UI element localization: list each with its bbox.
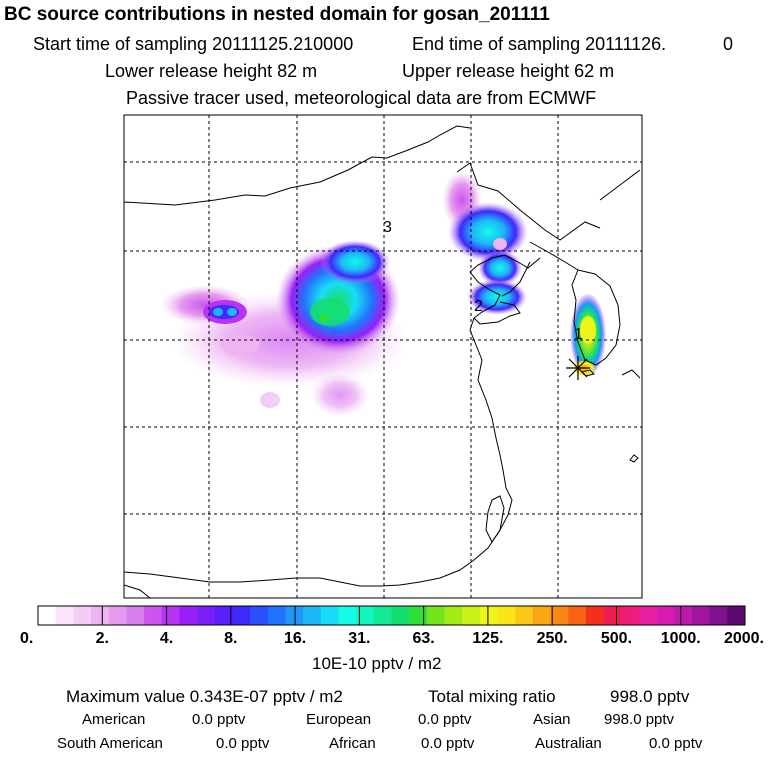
colorbar-swatch bbox=[568, 606, 587, 625]
max-value-label: Maximum value 0.343E-07 pptv / m2 bbox=[66, 687, 343, 706]
colorbar-swatch bbox=[691, 606, 710, 625]
total-mixing-label: Total mixing ratio bbox=[428, 687, 556, 706]
end-time-value: 0 bbox=[723, 34, 734, 54]
colorbar-swatch bbox=[214, 606, 233, 625]
colorbar-swatch bbox=[338, 606, 357, 625]
colorbar-swatch bbox=[462, 606, 481, 625]
colorbar-tick-label: 63. bbox=[412, 630, 435, 647]
colorbar-swatch bbox=[603, 606, 622, 625]
colorbar-swatch bbox=[285, 606, 304, 625]
colorbar-swatch bbox=[91, 606, 110, 625]
colorbar-swatch bbox=[585, 606, 604, 625]
concentration-field bbox=[160, 170, 606, 417]
colorbar-swatch bbox=[727, 606, 746, 625]
colorbar-swatch bbox=[126, 606, 145, 625]
colorbar-units: 10E-10 pptv / m2 bbox=[312, 654, 442, 673]
colorbar-tick-label: 250. bbox=[536, 630, 568, 647]
colorbar-swatch bbox=[426, 606, 445, 625]
colorbar-swatch bbox=[161, 606, 180, 625]
colorbar bbox=[37, 605, 746, 626]
american-label: American bbox=[82, 711, 146, 728]
european-value: 0.0 pptv bbox=[418, 711, 472, 728]
receptor-star-icon bbox=[566, 356, 590, 380]
colorbar-swatch bbox=[621, 606, 640, 625]
colorbar-swatch bbox=[108, 606, 127, 625]
colorbar-swatch bbox=[267, 606, 286, 625]
colorbar-swatch bbox=[73, 606, 92, 625]
coastlines bbox=[124, 125, 641, 598]
colorbar-swatch bbox=[373, 606, 392, 625]
south-american-value: 0.0 pptv bbox=[216, 735, 270, 752]
colorbar-swatch bbox=[709, 606, 728, 625]
colorbar-swatch bbox=[656, 606, 675, 625]
european-label: European bbox=[306, 711, 372, 728]
colorbar-swatch bbox=[250, 606, 269, 625]
colorbar-swatch bbox=[38, 606, 56, 625]
colorbar-swatch bbox=[479, 606, 498, 625]
map-marker-2: 2 bbox=[474, 298, 483, 315]
start-time-label: Start time of sampling 20111125.210000 bbox=[33, 34, 354, 54]
colorbar-swatch bbox=[55, 606, 74, 625]
australian-value: 0.0 pptv bbox=[649, 735, 703, 752]
upper-release-height: Upper release height 62 m bbox=[402, 61, 615, 81]
colorbar-swatch bbox=[409, 606, 428, 625]
colorbar-swatch bbox=[232, 606, 251, 625]
map-marker-3: 3 bbox=[383, 219, 392, 236]
colorbar-swatch bbox=[515, 606, 534, 625]
colorbar-tick-label: 1000. bbox=[660, 630, 701, 647]
colorbar-frame bbox=[37, 605, 746, 626]
australian-label: Australian bbox=[535, 735, 602, 752]
colorbar-swatch bbox=[444, 606, 463, 625]
colorbar-tick-label: 2000. bbox=[723, 630, 764, 647]
colorbar-tick-label: 31. bbox=[348, 630, 371, 647]
colorbar-swatch bbox=[179, 606, 198, 625]
map-marker-1: 1 bbox=[574, 326, 583, 343]
total-mixing-value: 998.0 pptv bbox=[610, 687, 690, 706]
map-frame bbox=[123, 114, 643, 599]
colorbar-swatch bbox=[550, 606, 569, 625]
colorbar-swatch bbox=[497, 606, 516, 625]
colorbar-swatch bbox=[532, 606, 551, 625]
end-time-label: End time of sampling 20111126. bbox=[412, 34, 667, 54]
colorbar-tick-label: 8. bbox=[224, 630, 238, 647]
colorbar-swatch bbox=[356, 606, 375, 625]
american-value: 0.0 pptv bbox=[192, 711, 246, 728]
colorbar-swatch bbox=[197, 606, 216, 625]
colorbar-swatch bbox=[320, 606, 339, 625]
colorbar-tick-label: 500. bbox=[600, 630, 633, 647]
colorbar-swatch bbox=[638, 606, 657, 625]
colorbar-swatch bbox=[674, 606, 693, 625]
tracer-note: Passive tracer used, meteorological data… bbox=[126, 88, 597, 108]
grid-lines bbox=[124, 115, 642, 598]
colorbar-tick-label: 0. bbox=[20, 630, 34, 647]
lower-release-height: Lower release height 82 m bbox=[105, 61, 318, 81]
african-label: African bbox=[329, 735, 376, 752]
colorbar-swatch bbox=[303, 606, 322, 625]
colorbar-tick-label: 2. bbox=[95, 630, 109, 647]
colorbar-swatch bbox=[391, 606, 410, 625]
colorbar-tick-label: 16. bbox=[283, 630, 307, 647]
colorbar-tick-label: 125. bbox=[472, 630, 504, 647]
colorbar-swatch bbox=[144, 606, 163, 625]
asian-label: Asian bbox=[533, 711, 571, 728]
colorbar-tick-label: 4. bbox=[159, 630, 174, 647]
asian-value: 998.0 pptv bbox=[604, 711, 675, 728]
african-value: 0.0 pptv bbox=[421, 735, 475, 752]
plot-title: BC source contributions in nested domain… bbox=[4, 4, 550, 25]
south-american-label: South American bbox=[57, 735, 163, 752]
